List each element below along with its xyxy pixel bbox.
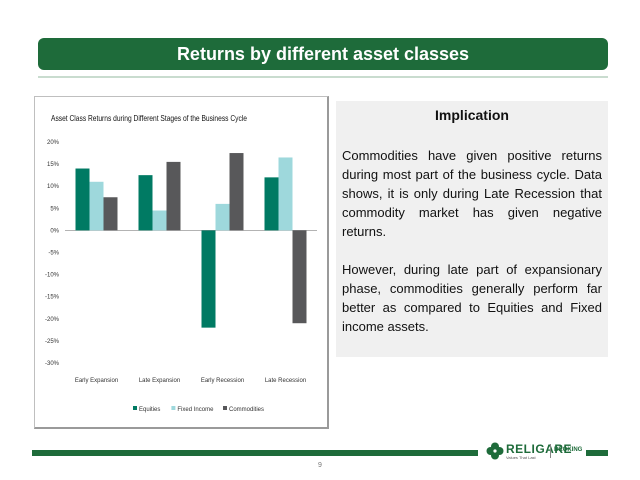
y-tick-label: -30% bbox=[45, 361, 60, 367]
bar-commodities bbox=[166, 161, 181, 231]
legend-swatch bbox=[133, 406, 137, 410]
implication-paragraph-1: Commodities have given positive returns … bbox=[342, 148, 602, 239]
bar-fixed-income bbox=[278, 157, 293, 231]
implication-paragraph-2: However, during late part of expansionar… bbox=[342, 262, 602, 334]
x-category-label: Late Expansion bbox=[139, 378, 180, 384]
footer-bar bbox=[32, 450, 478, 456]
religare-logo: RELIGARE Values That Last BROKING bbox=[486, 440, 586, 466]
returns-bar-chart: Asset Class Returns during Different Sta… bbox=[45, 113, 317, 413]
y-tick-label: -20% bbox=[45, 317, 60, 323]
y-tick-label: 15% bbox=[47, 162, 60, 168]
x-category-label: Early Recession bbox=[201, 378, 244, 384]
title-divider bbox=[38, 76, 608, 78]
logo-brand-text: RELIGARE bbox=[506, 442, 573, 456]
chart-frame: Asset Class Returns during Different Sta… bbox=[34, 96, 329, 429]
bar-equities bbox=[75, 168, 90, 231]
legend-label: Commodities bbox=[229, 407, 264, 413]
bar-fixed-income bbox=[89, 181, 104, 231]
bar-commodities bbox=[103, 197, 118, 231]
y-tick-label: -10% bbox=[45, 273, 60, 279]
implication-heading: Implication bbox=[435, 107, 509, 123]
x-category-label: Late Recession bbox=[265, 378, 306, 384]
bar-commodities bbox=[292, 230, 307, 324]
slide-title: Returns by different asset classes bbox=[38, 38, 608, 70]
clover-icon bbox=[486, 442, 504, 460]
y-tick-label: 10% bbox=[47, 184, 60, 190]
y-tick-label: 0% bbox=[50, 228, 59, 234]
bar-fixed-income bbox=[152, 210, 167, 231]
y-tick-label: 20% bbox=[47, 140, 60, 146]
bar-commodities bbox=[229, 153, 244, 231]
logo-separator bbox=[550, 444, 551, 458]
bar-fixed-income bbox=[215, 203, 230, 231]
x-category-label: Early Expansion bbox=[75, 378, 118, 384]
logo-division: BROKING bbox=[554, 447, 583, 453]
bar-equities bbox=[138, 175, 153, 231]
y-tick-label: -5% bbox=[48, 251, 59, 257]
y-tick-label: 5% bbox=[50, 206, 59, 212]
chart-title: Asset Class Returns during Different Sta… bbox=[51, 113, 247, 123]
implication-panel: Implication Commodities have given posit… bbox=[336, 101, 608, 357]
bar-equities bbox=[201, 230, 216, 328]
bar-equities bbox=[264, 177, 279, 231]
logo-tagline: Values That Last bbox=[506, 455, 536, 460]
legend-label: Equities bbox=[139, 407, 160, 413]
legend-label: Fixed Income bbox=[177, 407, 214, 413]
footer-bar-end bbox=[586, 450, 608, 456]
y-tick-label: -25% bbox=[45, 339, 60, 345]
legend-swatch bbox=[171, 406, 176, 410]
legend-swatch bbox=[223, 406, 227, 410]
y-tick-label: -15% bbox=[45, 295, 60, 301]
page-number: 9 bbox=[318, 462, 322, 469]
